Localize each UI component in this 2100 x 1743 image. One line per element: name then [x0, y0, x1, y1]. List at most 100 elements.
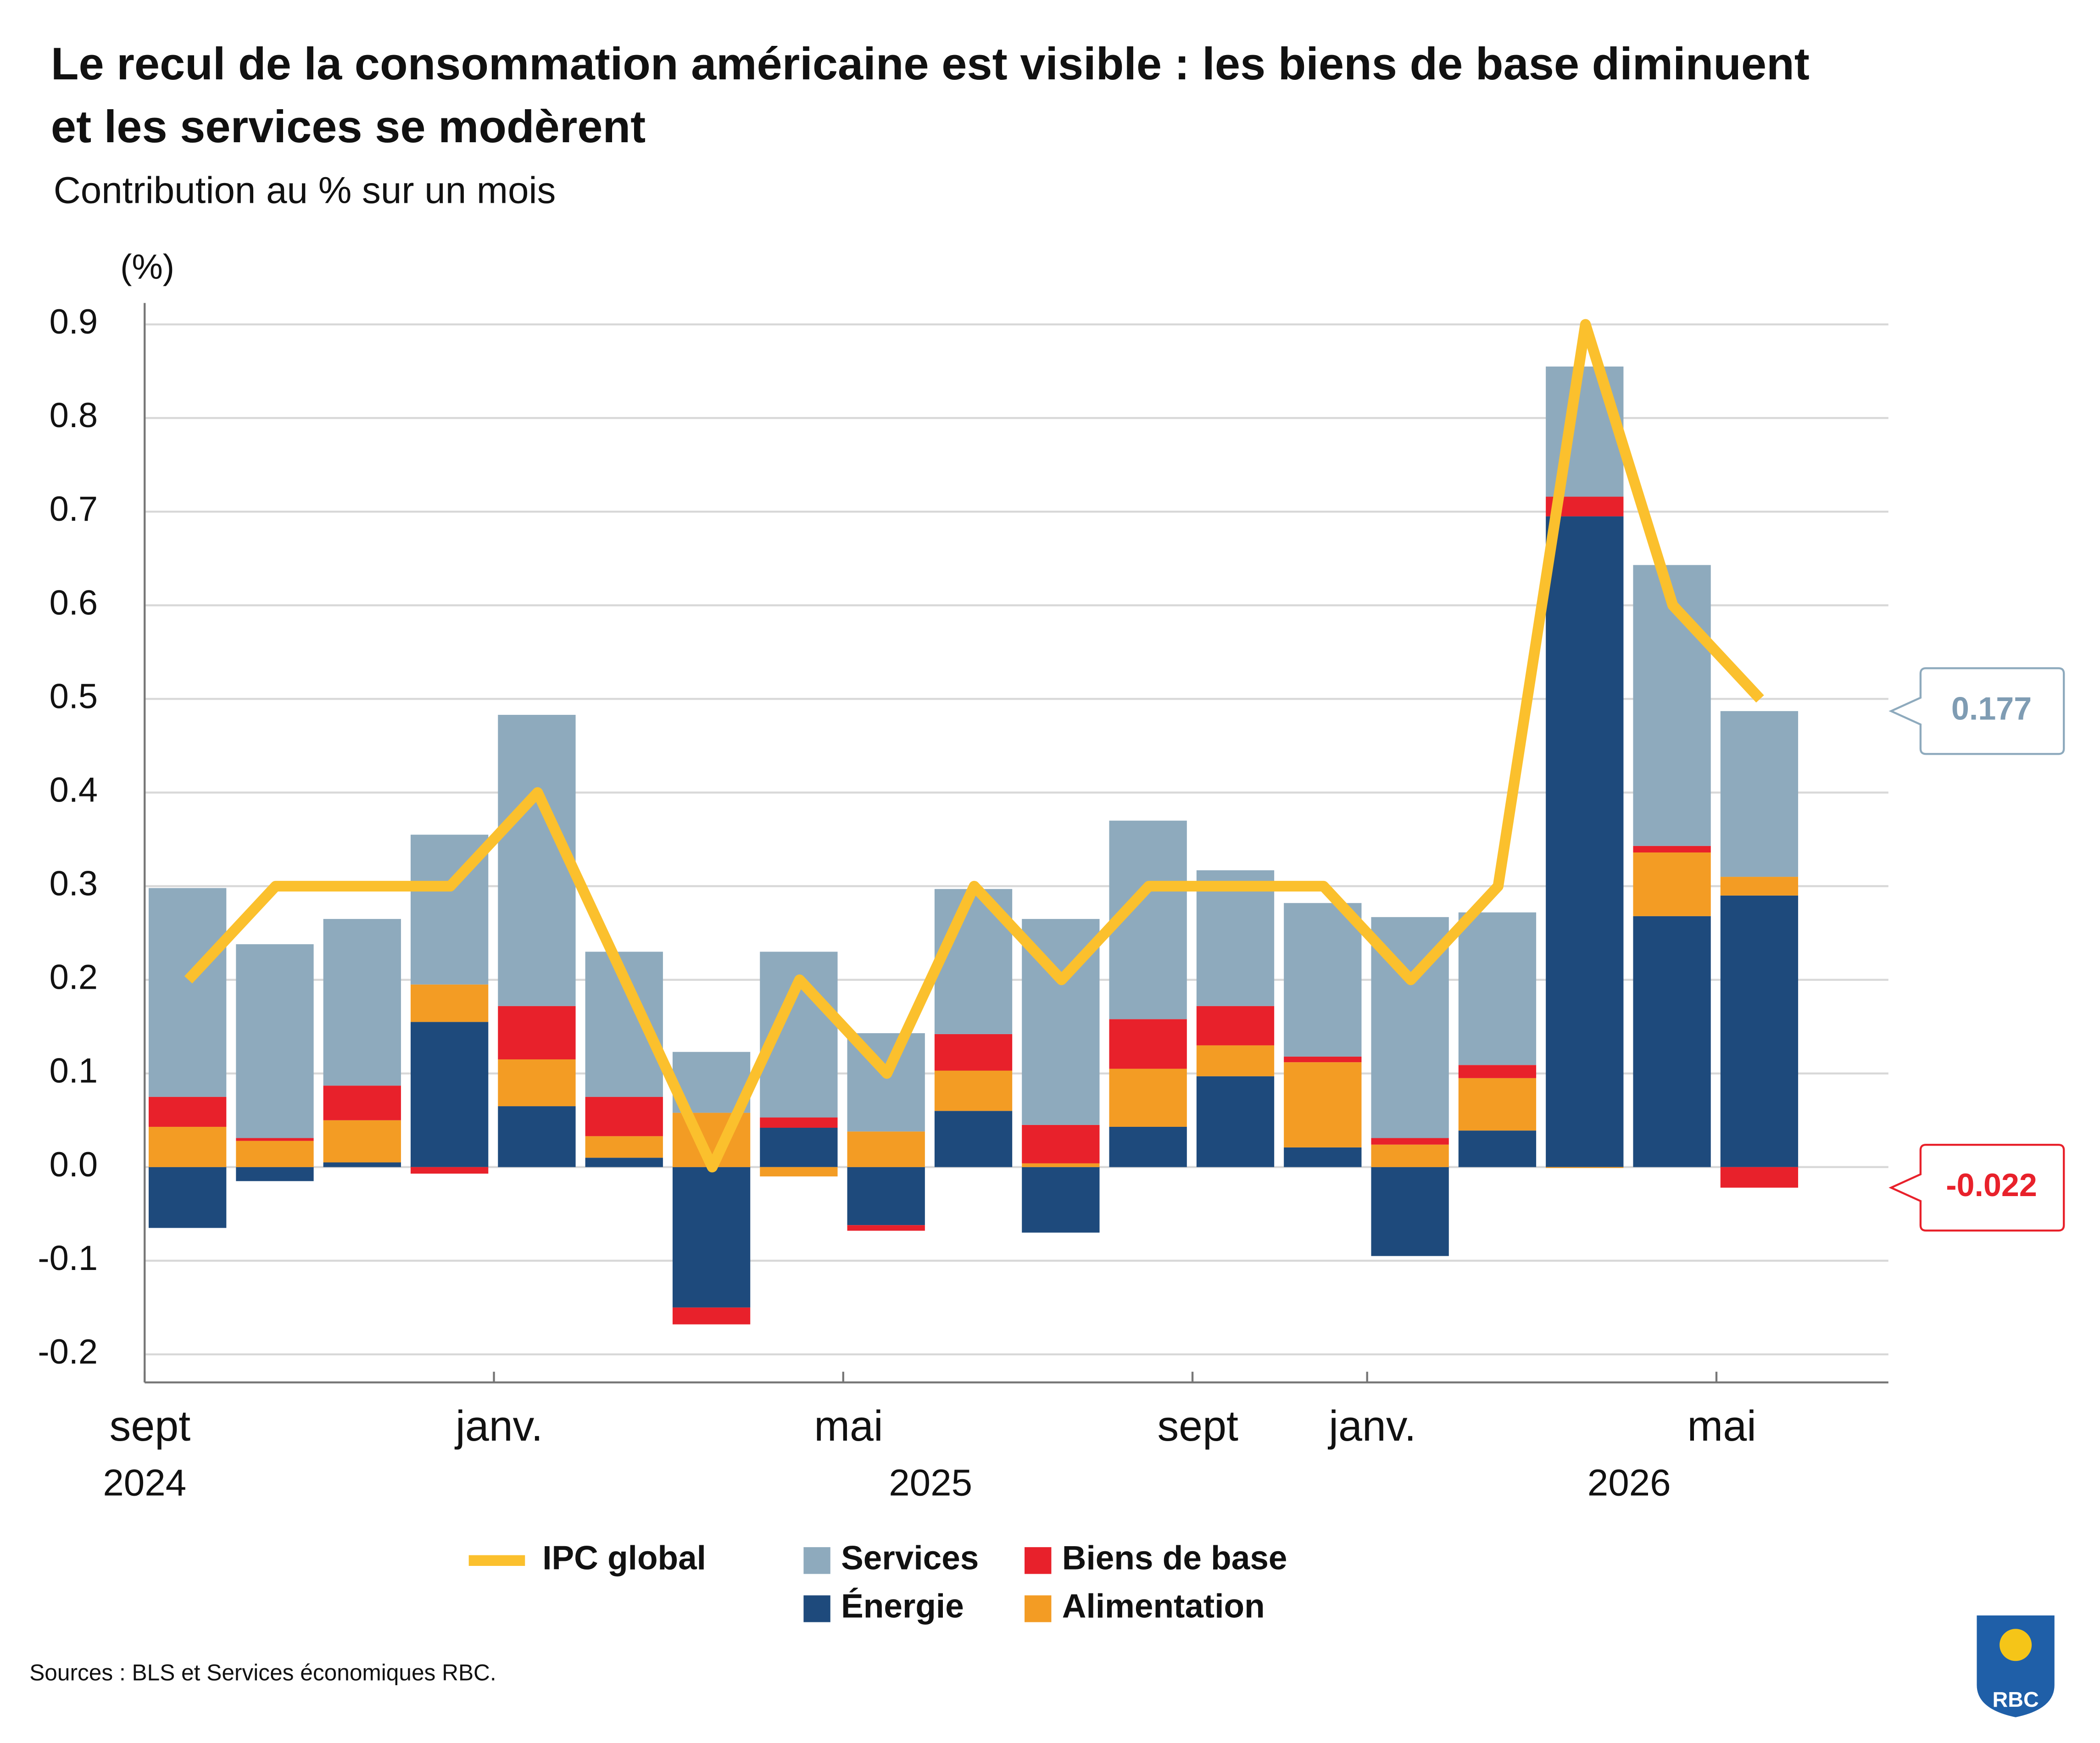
y-tick-label: 0.9 [50, 302, 98, 341]
bar-segment [410, 1022, 489, 1167]
x-tick-label: janv. [1327, 1402, 1416, 1450]
x-tick-label: sept [1157, 1402, 1238, 1450]
legend-swatch [1025, 1595, 1052, 1622]
bar-segment [498, 715, 576, 1006]
bar-segment [323, 1120, 401, 1163]
x-year-label: 2026 [1588, 1462, 1671, 1504]
bar-segment [498, 1006, 576, 1060]
bar-segment [498, 1059, 576, 1107]
bar-segment [323, 1162, 401, 1167]
x-year-label: 2025 [889, 1462, 972, 1504]
bar-segment [1371, 1167, 1449, 1256]
bar-segment [498, 1106, 576, 1167]
bar-segment [1458, 1130, 1537, 1167]
bar-segment [236, 1141, 314, 1167]
bar-segment [760, 1167, 838, 1177]
source: Sources : BLS et Services économiques RB… [29, 1660, 496, 1686]
bar-segment [149, 1126, 227, 1167]
bar-segment [934, 1034, 1013, 1071]
bar-segment [323, 919, 401, 1086]
bar-segment [1284, 903, 1362, 1057]
bar-segment [236, 1138, 314, 1141]
legend-label: Énergie [841, 1588, 964, 1625]
legend-label: IPC global [542, 1540, 706, 1577]
bar-segment [585, 1158, 663, 1167]
bar-segment [1633, 916, 1711, 1167]
legend-label: Services [841, 1540, 979, 1577]
bar-segment [410, 1167, 489, 1174]
bar-segment [847, 1225, 925, 1231]
y-tick-label: -0.2 [38, 1332, 98, 1371]
bar-segment [410, 984, 489, 1022]
chart-subtitle: Contribution au % sur un mois [54, 170, 556, 212]
bar-segment [672, 1167, 751, 1308]
bar-segment [585, 1097, 663, 1136]
bar-segment [934, 1111, 1013, 1167]
data-label: -0.022 [1946, 1167, 2037, 1203]
y-tick-label: 0.0 [50, 1145, 98, 1184]
plot: -0.2 -0.1 0.0 0.1 0.2 0.3 0.4 0.5 0.6 0.7 0.8 0.9 se… [38, 302, 2065, 1625]
y-axis-label: (%) [120, 247, 174, 286]
bar-segment [1720, 711, 1799, 877]
x-tick-label: mai [1687, 1402, 1756, 1450]
bar-segment [323, 1086, 401, 1120]
y-tick-label: 0.4 [50, 770, 98, 809]
logo: RBC [1977, 1615, 2055, 1717]
bar-segment [1196, 870, 1275, 1006]
bar-segment [1196, 1045, 1275, 1076]
callout-box [1888, 1144, 2065, 1232]
bar-segment [1633, 846, 1711, 853]
line [184, 319, 1764, 1173]
logo-text: RBC [1993, 1687, 2039, 1711]
y-tick-label: 0.3 [50, 864, 98, 903]
chart-title: et les services se modèrent [51, 101, 646, 152]
bar-segment [1546, 1167, 1624, 1168]
y-tick-label: 0.1 [50, 1052, 98, 1091]
bar-segment [1720, 877, 1799, 896]
bar-segment [1109, 1126, 1187, 1167]
bar-segment [149, 888, 227, 1097]
legend-swatch [803, 1547, 830, 1574]
logo-lion [2000, 1629, 2032, 1661]
bar-segment [149, 1097, 227, 1127]
bar-segment [236, 944, 314, 1138]
bar-segment [1546, 516, 1624, 1167]
bar-segment [1458, 1078, 1537, 1131]
callout-box [1888, 667, 2065, 755]
bar-segment [149, 1167, 227, 1228]
bar-segment [1196, 1076, 1275, 1167]
bar-segment [1458, 912, 1537, 1065]
bar-segment [1022, 1167, 1100, 1233]
legend-label: Biens de base [1062, 1540, 1287, 1577]
bar-segment [1109, 1069, 1187, 1127]
bar-segment [1109, 1019, 1187, 1069]
chart-title: Le recul de la consommation américaine e… [51, 39, 1810, 89]
legend-swatch [803, 1595, 830, 1622]
bar-segment [1458, 1065, 1537, 1078]
bar-segment [1633, 852, 1711, 916]
bar-segment [672, 1307, 751, 1325]
y-tick-label: 0.8 [50, 396, 98, 435]
y-tick-label: -0.1 [38, 1239, 98, 1278]
y-tick-label: 0.2 [50, 958, 98, 997]
bar-segment [236, 1167, 314, 1181]
y-tick-label: 0.7 [50, 490, 98, 529]
bar-segment [1284, 1062, 1362, 1147]
bar-segment [760, 1117, 838, 1128]
bar-segment [1371, 1138, 1449, 1145]
x-tick-label: mai [814, 1402, 883, 1450]
y-tick-label: 0.6 [50, 583, 98, 622]
bar-segment [585, 1136, 663, 1158]
legend-label: Alimentation [1062, 1588, 1265, 1625]
bar-segment [1284, 1056, 1362, 1063]
x-year-label: 2024 [103, 1462, 186, 1504]
legend-swatch [1025, 1547, 1052, 1574]
bar-segment [934, 1070, 1013, 1111]
x-tick-label: sept [110, 1402, 191, 1450]
bar-segment [847, 1131, 925, 1167]
bar-segment [1371, 1144, 1449, 1167]
bar-segment [1196, 1006, 1275, 1046]
bar-segment [1022, 1125, 1100, 1164]
bar-segment [1720, 1167, 1799, 1188]
